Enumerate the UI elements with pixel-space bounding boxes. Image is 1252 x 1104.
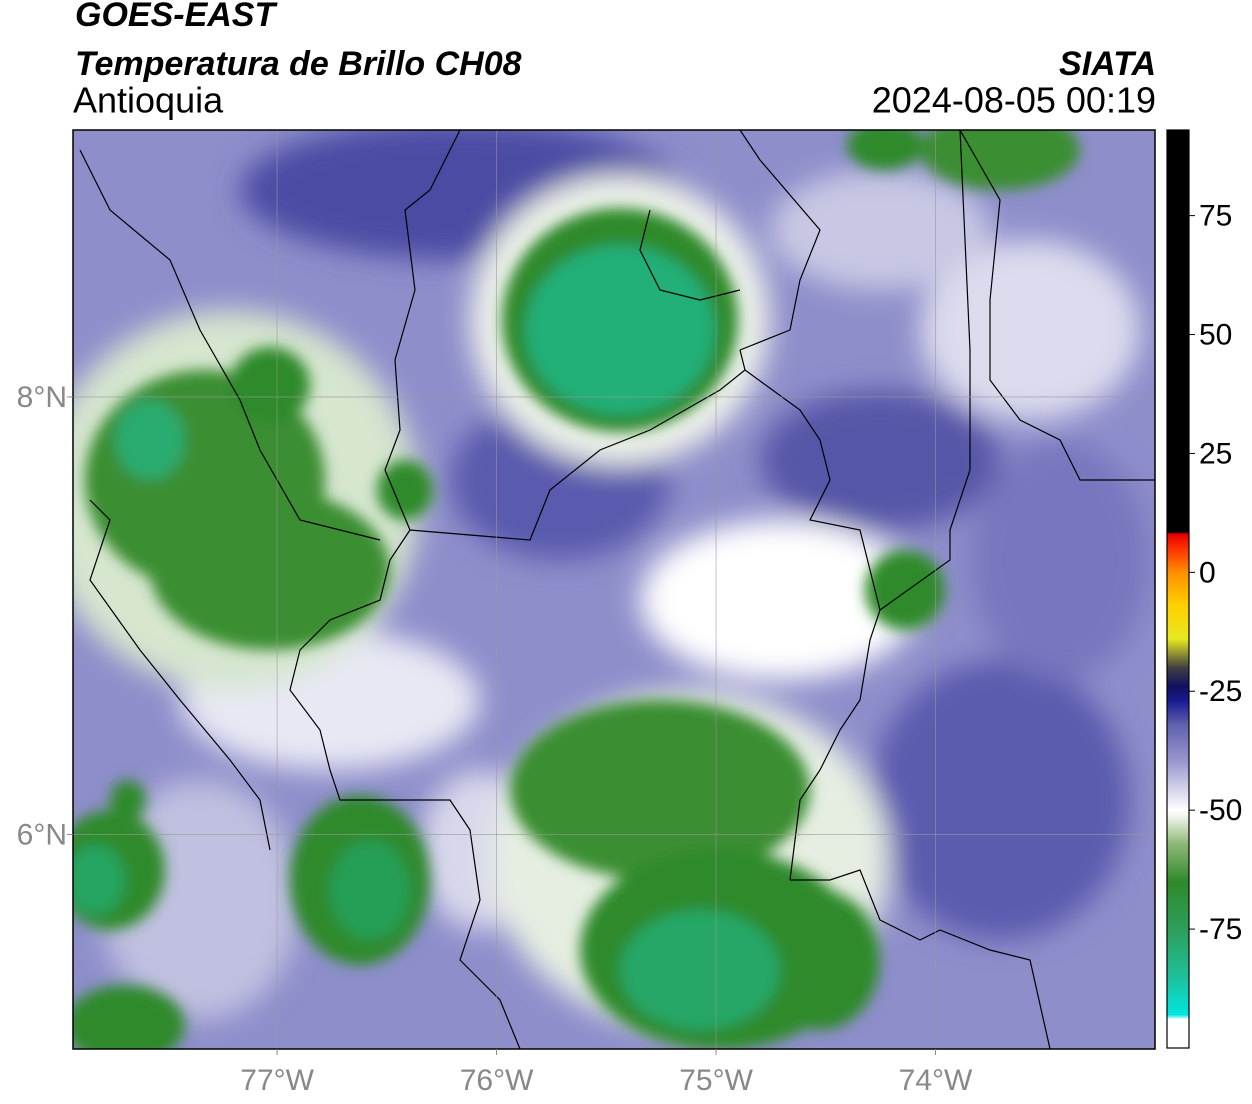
region: Antioquia: [73, 80, 224, 121]
colorbar-tick-label: 25: [1199, 437, 1232, 470]
colorbar-tick-label: 0: [1199, 556, 1216, 589]
colorbar-tick-label: -50: [1199, 794, 1242, 827]
subtitle: Temperatura de Brillo CH08: [75, 45, 522, 83]
satellite-image: [73, 130, 1155, 1049]
y-tick-label: 6°N: [17, 818, 67, 851]
x-tick-label: 77°W: [240, 1064, 314, 1097]
source: SIATA: [1059, 45, 1156, 83]
x-tick-label: 76°W: [460, 1064, 534, 1097]
title: GOES-EAST: [75, 0, 278, 34]
y-tick-label: 8°N: [17, 381, 67, 414]
x-tick-label: 74°W: [899, 1064, 973, 1097]
colorbar: 75 50 25 0 -25 -50 -75: [1167, 130, 1242, 1048]
colorbar-tick-label: -75: [1199, 913, 1242, 946]
grid: [73, 130, 1155, 1049]
borders: [79, 130, 1155, 1049]
colorbar-tick-label: -25: [1199, 675, 1242, 708]
colorbar-frame: [1166, 129, 1190, 1049]
colorbar-gradient: [1167, 130, 1189, 1048]
colorbar-tick-label: 75: [1199, 200, 1232, 233]
x-tick-label: 75°W: [679, 1064, 753, 1097]
colorbar-tick-label: 50: [1199, 318, 1232, 351]
timestamp: 2024-08-05 00:19: [872, 80, 1156, 121]
map-frame: [72, 129, 1156, 1050]
